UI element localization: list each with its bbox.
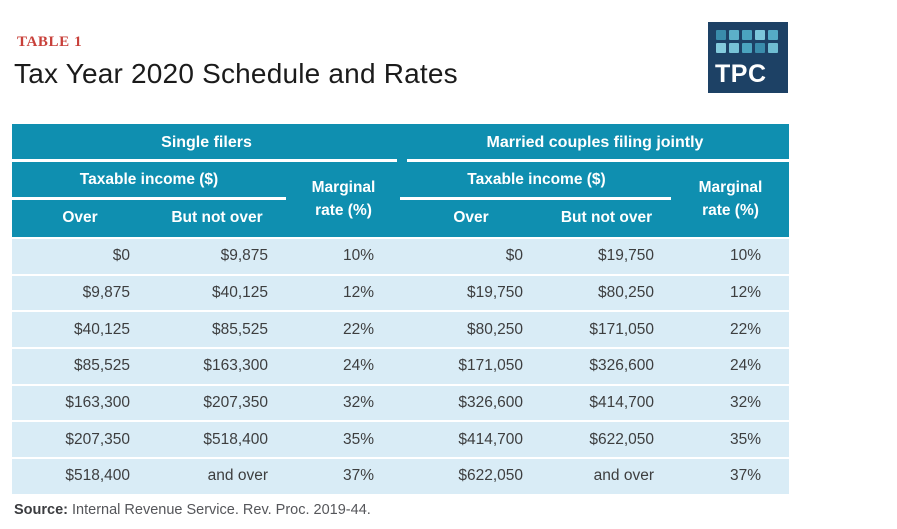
cell-married-but-not-over: $171,050	[589, 320, 654, 338]
cell-single-but-not-over: $207,350	[203, 394, 268, 412]
cell-single-rate: 24%	[342, 357, 375, 375]
marginal-rate-line2: rate (%)	[315, 202, 372, 219]
cell-single-rate: 12%	[342, 284, 375, 302]
marginal-rate-line1: Marginal	[698, 178, 763, 196]
cell-single-but-not-over: $518,400	[203, 430, 268, 448]
tpc-grid-icon	[716, 30, 780, 53]
header-but-not-over-left: But not over	[171, 209, 263, 226]
table-header: Single filers Married couples filing joi…	[12, 124, 789, 237]
cell-single-over: $40,125	[73, 320, 130, 338]
cell-single-over: $518,400	[65, 467, 130, 485]
cell-married-rate: 32%	[729, 394, 762, 412]
header-taxable-income-right: Taxable income ($)	[467, 171, 606, 188]
cell-married-over: $0	[505, 247, 523, 265]
header-taxable-income-left: Taxable income ($)	[79, 171, 219, 188]
cell-married-over: $171,050	[458, 357, 523, 375]
table-body: $0 $9,875 10% $0 $19,750 10% $9,875 $40,…	[12, 237, 789, 494]
cell-married-over: $326,600	[458, 394, 523, 412]
cell-married-over: $80,250	[466, 320, 523, 338]
cell-single-rate: 22%	[342, 320, 375, 338]
header-divider	[407, 159, 789, 162]
header-marginal-rate-right: Marginal rate (%)	[672, 161, 789, 237]
cell-married-rate: 24%	[729, 357, 762, 375]
cell-single-rate: 32%	[342, 394, 375, 412]
cell-single-over: $0	[112, 247, 130, 265]
header-divider	[400, 197, 671, 200]
cell-married-but-not-over: $326,600	[589, 357, 654, 375]
header-single-filers: Single filers	[161, 133, 252, 151]
source-line: Source: Internal Revenue Service. Rev. P…	[14, 502, 371, 518]
cell-single-rate: 37%	[342, 467, 375, 485]
cell-married-rate: 22%	[729, 320, 762, 338]
source-label: Source:	[14, 502, 68, 518]
table-row: $163,300 $207,350 32% $326,600 $414,700 …	[12, 383, 789, 421]
cell-single-but-not-over: $85,525	[211, 320, 268, 338]
header-over-left: Over	[62, 209, 98, 226]
cell-single-over: $163,300	[65, 394, 130, 412]
header-over-right: Over	[453, 209, 489, 226]
cell-single-but-not-over: and over	[207, 467, 268, 485]
cell-single-but-not-over: $9,875	[220, 247, 268, 265]
cell-married-but-not-over: and over	[593, 467, 654, 485]
table-row: $207,350 $518,400 35% $414,700 $622,050 …	[12, 420, 789, 458]
tax-rate-table: Single filers Married couples filing joi…	[12, 124, 789, 494]
marginal-rate-line2: rate (%)	[702, 202, 759, 219]
cell-married-rate: 35%	[729, 430, 762, 448]
table-row: $9,875 $40,125 12% $19,750 $80,250 12%	[12, 273, 789, 311]
cell-single-rate: 10%	[342, 247, 375, 265]
table-row: $518,400 and over 37% $622,050 and over …	[12, 457, 789, 494]
cell-married-over: $19,750	[466, 284, 523, 302]
table-row: $85,525 $163,300 24% $171,050 $326,600 2…	[12, 347, 789, 384]
page-title: Tax Year 2020 Schedule and Rates	[14, 58, 458, 89]
cell-single-over: $9,875	[82, 284, 130, 302]
header-marginal-rate-left: Marginal rate (%)	[286, 161, 401, 237]
cell-single-rate: 35%	[342, 430, 375, 448]
cell-married-rate: 12%	[729, 284, 762, 302]
header-divider	[12, 197, 286, 200]
cell-married-rate: 10%	[729, 247, 762, 265]
cell-single-but-not-over: $163,300	[203, 357, 268, 375]
cell-married-but-not-over: $19,750	[597, 247, 654, 265]
header-but-not-over-right: But not over	[560, 209, 653, 226]
cell-married-but-not-over: $622,050	[589, 430, 654, 448]
cell-married-over: $622,050	[458, 467, 523, 485]
table-label: TABLE 1	[17, 34, 83, 50]
cell-single-over: $85,525	[73, 357, 130, 375]
cell-married-but-not-over: $414,700	[589, 394, 654, 412]
source-text: Internal Revenue Service. Rev. Proc. 201…	[72, 502, 371, 518]
tpc-logo-text: TPC	[715, 60, 767, 88]
header-married-jointly: Married couples filing jointly	[486, 133, 704, 151]
tpc-logo: TPC	[708, 22, 788, 93]
marginal-rate-line1: Marginal	[311, 178, 376, 196]
table-row: $0 $9,875 10% $0 $19,750 10%	[12, 237, 789, 274]
cell-single-but-not-over: $40,125	[211, 284, 268, 302]
cell-married-rate: 37%	[729, 467, 762, 485]
table-row: $40,125 $85,525 22% $80,250 $171,050 22%	[12, 310, 789, 348]
header-divider	[12, 159, 397, 162]
cell-married-but-not-over: $80,250	[597, 284, 654, 302]
cell-single-over: $207,350	[65, 430, 130, 448]
cell-married-over: $414,700	[458, 430, 523, 448]
